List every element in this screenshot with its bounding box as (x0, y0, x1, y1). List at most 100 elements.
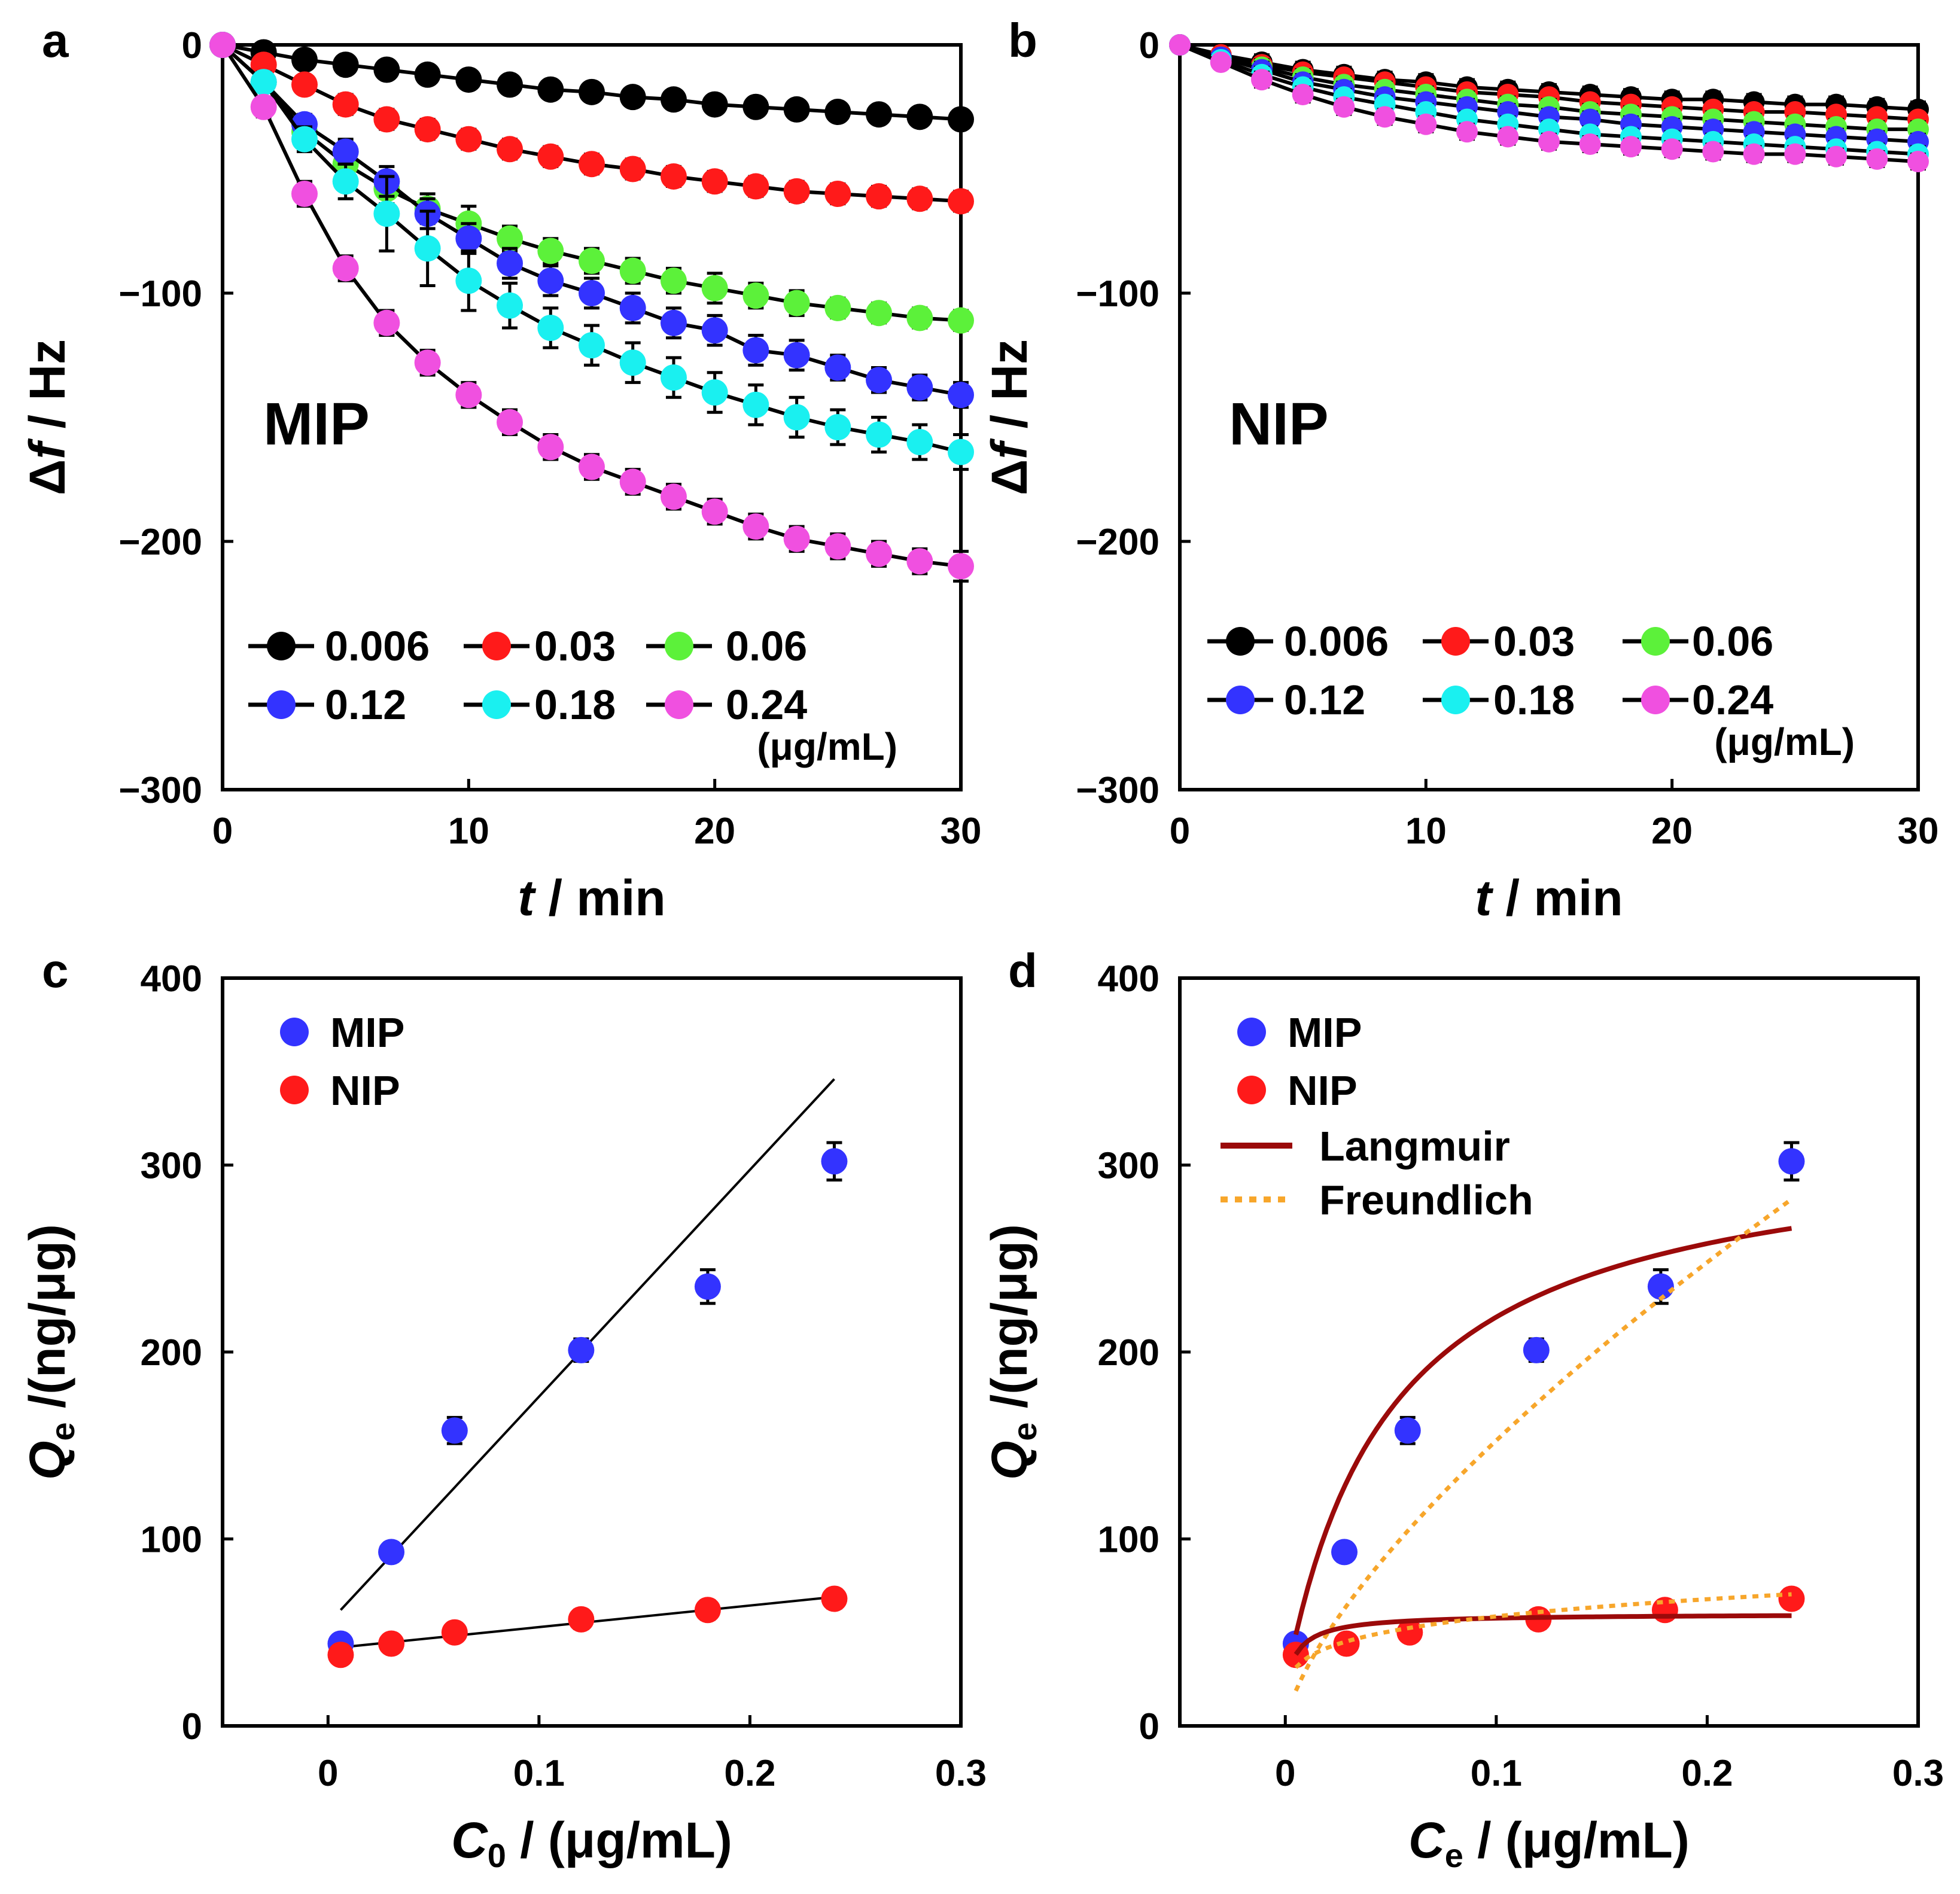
a-point-0.18 (373, 200, 400, 227)
a-legend-label: 0.18 (534, 681, 616, 728)
panel-b-letter: b (1008, 14, 1037, 67)
a-legend-label: 0.06 (726, 623, 807, 669)
b-legend-marker (1441, 627, 1470, 656)
d-fit-freundlich-mip (1294, 1197, 1793, 1692)
d-fit-freundlich-nip (1294, 1592, 1792, 1669)
a-y-tick-label: 0 (182, 25, 202, 66)
a-legend-item-0.03: 0.03 (464, 623, 616, 669)
a-point-0.18 (701, 379, 728, 406)
c-point-nip (378, 1630, 405, 1657)
b-legend-label: 0.18 (1493, 677, 1575, 723)
c-x-axis-label: C0 / (μg/mL) (451, 1812, 732, 1874)
b-point-0.24 (1579, 133, 1601, 155)
a-point-0.06 (906, 304, 933, 331)
a-plot-frame (221, 43, 963, 791)
a-point-0.18 (866, 421, 893, 448)
a-point-0.06 (948, 307, 974, 334)
a-point-0.18 (250, 69, 277, 96)
a-point-0.06 (497, 225, 524, 252)
a-point-0.24 (332, 255, 359, 282)
a-point-0.12 (866, 367, 893, 394)
a-point-0.03 (824, 181, 851, 207)
d-y-axis-label: Qe /(ng/μg) (981, 1224, 1043, 1480)
a-point-0.06 (742, 282, 769, 309)
b-legend-item-0.03: 0.03 (1423, 618, 1575, 665)
c-y-tick-label: 400 (141, 958, 202, 1000)
a-point-0.18 (291, 126, 318, 153)
b-legend-item-0.24: 0.24 (1623, 677, 1773, 723)
a-y-axis-label: Δf / Hz (19, 339, 75, 495)
a-legend-marker (482, 690, 511, 719)
b-legend-marker (1641, 627, 1670, 656)
a-point-0.18 (455, 267, 482, 294)
a-legend-marker (665, 690, 693, 719)
a-point-0.24 (291, 181, 318, 207)
c-legend-label-mip: MIP (330, 1009, 404, 1056)
panel-c-chart: 0 100 200 300 400 0 0.1 0.2 0.3 C0 / (μg/mL) Qe /(… (19, 958, 987, 1874)
b-point-0.24 (1250, 69, 1273, 91)
d-x-axis-label: Ce / (μg/mL) (1408, 1812, 1690, 1874)
c-x-tick-label: 0 (318, 1753, 338, 1794)
b-point-0.24 (1620, 136, 1642, 158)
d-point-mip (1331, 1539, 1358, 1566)
c-point-nip (327, 1642, 354, 1668)
a-point-0.03 (866, 183, 893, 210)
b-point-0.24 (1825, 145, 1848, 168)
b-point-0.24 (1538, 130, 1560, 153)
a-point-0.24 (906, 548, 933, 575)
b-y-tick-label: −300 (1076, 770, 1159, 811)
b-point-0.24 (1907, 151, 1929, 173)
a-point-0.006 (291, 46, 318, 73)
c-point-mip (694, 1273, 721, 1300)
d-legend-marker-mip (1237, 1018, 1266, 1046)
a-point-0.03 (455, 126, 482, 153)
a-point-0.12 (497, 250, 524, 277)
d-y-tick-label: 0 (1139, 1706, 1159, 1747)
a-point-0.006 (701, 91, 728, 118)
d-point-mip (1647, 1273, 1674, 1300)
a-point-0.06 (619, 257, 646, 284)
b-legend-label: 0.06 (1692, 618, 1773, 665)
a-point-0.12 (824, 354, 851, 381)
a-legend-marker (665, 632, 693, 660)
a-x-tick-label: 30 (941, 811, 982, 852)
d-point-mip (1394, 1417, 1421, 1444)
d-y-tick-label: 100 (1098, 1520, 1159, 1561)
a-legend-item-0.12: 0.12 (248, 681, 406, 728)
a-point-0.06 (660, 267, 687, 294)
a-legend-item-0.24: 0.24 (646, 681, 807, 728)
b-legend-item-0.12: 0.12 (1207, 677, 1365, 723)
a-point-0.24 (866, 540, 893, 567)
a-point-0.18 (742, 391, 769, 418)
d-point-nip (1333, 1630, 1360, 1657)
a-legend-label: 0.006 (325, 623, 430, 669)
b-point-0.24 (1415, 113, 1437, 135)
panel-d-letter: d (1008, 944, 1037, 997)
d-fit-langmuir-mip (1294, 1226, 1792, 1636)
a-point-0.24 (373, 309, 400, 336)
a-legend-label: 0.12 (325, 681, 406, 728)
a-point-0.006 (866, 101, 893, 128)
a-legend-item-0.006: 0.006 (248, 623, 430, 669)
a-point-0.03 (660, 163, 687, 190)
a-y-tick-label: −300 (118, 770, 202, 811)
a-point-0.03 (497, 136, 524, 163)
b-legend-label: 0.24 (1692, 677, 1773, 723)
a-point-0.06 (824, 294, 851, 321)
panel-d-chart: 0 100 200 300 400 0 0.1 0.2 0.3 Ce / (μg/mL) Qe /(… (981, 958, 1944, 1874)
a-point-0.24 (209, 32, 236, 58)
b-point-0.12 (1579, 108, 1601, 130)
a-point-0.006 (455, 66, 482, 93)
b-legend-item-0.006: 0.006 (1207, 618, 1389, 665)
c-legend-marker-nip (280, 1076, 309, 1104)
d-legend-marker-nip (1237, 1076, 1266, 1104)
a-point-0.12 (579, 280, 605, 306)
d-y-tick-label: 200 (1098, 1332, 1159, 1374)
c-y-tick-label: 300 (141, 1146, 202, 1187)
b-legend-label: 0.03 (1493, 618, 1575, 665)
b-legend-unit: (μg/mL) (1714, 720, 1855, 763)
b-point-0.24 (1210, 51, 1232, 74)
c-point-nip (821, 1585, 848, 1612)
a-x-tick-label: 10 (448, 811, 489, 852)
